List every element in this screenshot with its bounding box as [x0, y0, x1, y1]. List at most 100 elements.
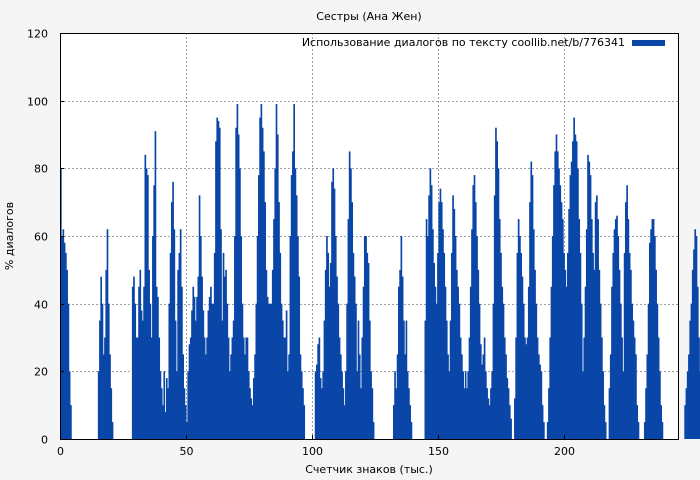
data-bar: [636, 405, 639, 439]
data-bar: [567, 252, 569, 439]
data-bar: [135, 337, 138, 439]
data-bar: [443, 252, 446, 439]
data-bar: [648, 242, 651, 439]
data-bar: [689, 320, 692, 439]
data-bar: [184, 405, 187, 439]
data-bar: [505, 354, 507, 439]
data-bar: [182, 354, 184, 439]
data-bar: [519, 236, 521, 439]
data-bar: [486, 388, 488, 439]
data-bar: [362, 286, 365, 439]
data-bar: [647, 303, 650, 439]
data-bar: [176, 371, 178, 439]
data-bar: [517, 219, 520, 439]
data-bar: [155, 286, 158, 439]
data-bar: [657, 337, 660, 439]
data-bar: [453, 208, 456, 439]
data-bar: [148, 269, 150, 439]
data-bar: [317, 344, 319, 439]
x-tick-label: 200: [554, 445, 575, 458]
data-bar: [183, 388, 186, 439]
data-bar: [334, 236, 337, 439]
data-bar: [250, 398, 253, 439]
data-bar: [599, 303, 602, 439]
data-bar: [521, 276, 524, 439]
data-bar: [245, 337, 248, 439]
data-bar: [256, 236, 259, 439]
data-bar: [246, 337, 249, 439]
data-bar: [471, 229, 473, 439]
data-bar: [449, 320, 452, 439]
data-bar: [327, 252, 330, 439]
data-bar: [548, 388, 550, 439]
data-bar: [263, 151, 265, 439]
data-bar: [295, 195, 298, 439]
data-bar: [637, 422, 640, 439]
data-bar: [445, 320, 448, 439]
data-bar: [97, 371, 100, 439]
data-bar: [469, 286, 472, 439]
data-bar: [351, 202, 354, 439]
data-bar: [572, 141, 574, 439]
data-bar: [229, 371, 231, 439]
data-bar: [138, 286, 140, 439]
data-bar: [527, 286, 530, 439]
data-bar: [492, 303, 495, 439]
data-bar: [541, 405, 544, 439]
data-bar: [625, 202, 627, 439]
data-bar: [178, 252, 181, 439]
data-bar: [269, 303, 272, 439]
data-bar: [594, 202, 597, 439]
data-bar: [621, 337, 623, 439]
data-bar: [433, 263, 435, 439]
data-bar: [242, 337, 245, 439]
data-bar: [613, 229, 616, 439]
data-bar: [206, 337, 208, 439]
data-bar: [563, 252, 565, 439]
data-bar: [565, 286, 568, 439]
data-bar: [487, 398, 490, 439]
data-bar: [167, 388, 169, 439]
data-bar: [403, 320, 405, 439]
data-bar: [279, 252, 282, 439]
data-bar: [395, 388, 398, 439]
data-bar: [440, 202, 443, 439]
data-bar: [216, 117, 219, 439]
x-tick-label: 50: [180, 445, 194, 458]
data-bar: [174, 320, 177, 439]
data-bar: [153, 185, 155, 439]
data-bar: [177, 269, 179, 439]
data-bar: [643, 422, 646, 439]
data-bar: [507, 388, 510, 439]
data-bar: [170, 202, 173, 439]
data-bar: [616, 215, 618, 439]
data-bar: [292, 151, 294, 439]
data-bar: [140, 310, 143, 439]
data-bar: [196, 296, 198, 439]
data-bar: [341, 371, 343, 439]
data-bar: [107, 303, 110, 439]
data-bar: [249, 388, 251, 439]
data-bar: [560, 202, 563, 439]
data-bar: [525, 344, 528, 439]
data-bar: [258, 175, 260, 439]
data-bar: [319, 378, 322, 439]
data-bar: [202, 310, 205, 439]
data-bar: [298, 276, 301, 439]
data-bar: [501, 286, 504, 439]
data-bar: [646, 354, 649, 439]
data-bar: [590, 219, 593, 439]
data-bar: [477, 269, 480, 439]
data-bar: [448, 371, 451, 439]
data-bar: [234, 236, 236, 439]
data-bar: [404, 354, 406, 439]
data-bar: [157, 296, 159, 439]
data-bar: [452, 195, 454, 439]
data-bar: [553, 185, 555, 439]
data-bar: [100, 276, 103, 439]
data-bar: [102, 354, 105, 439]
data-bar: [240, 236, 243, 439]
data-bar: [255, 303, 258, 439]
data-bar: [582, 371, 584, 439]
data-bar: [409, 405, 412, 439]
